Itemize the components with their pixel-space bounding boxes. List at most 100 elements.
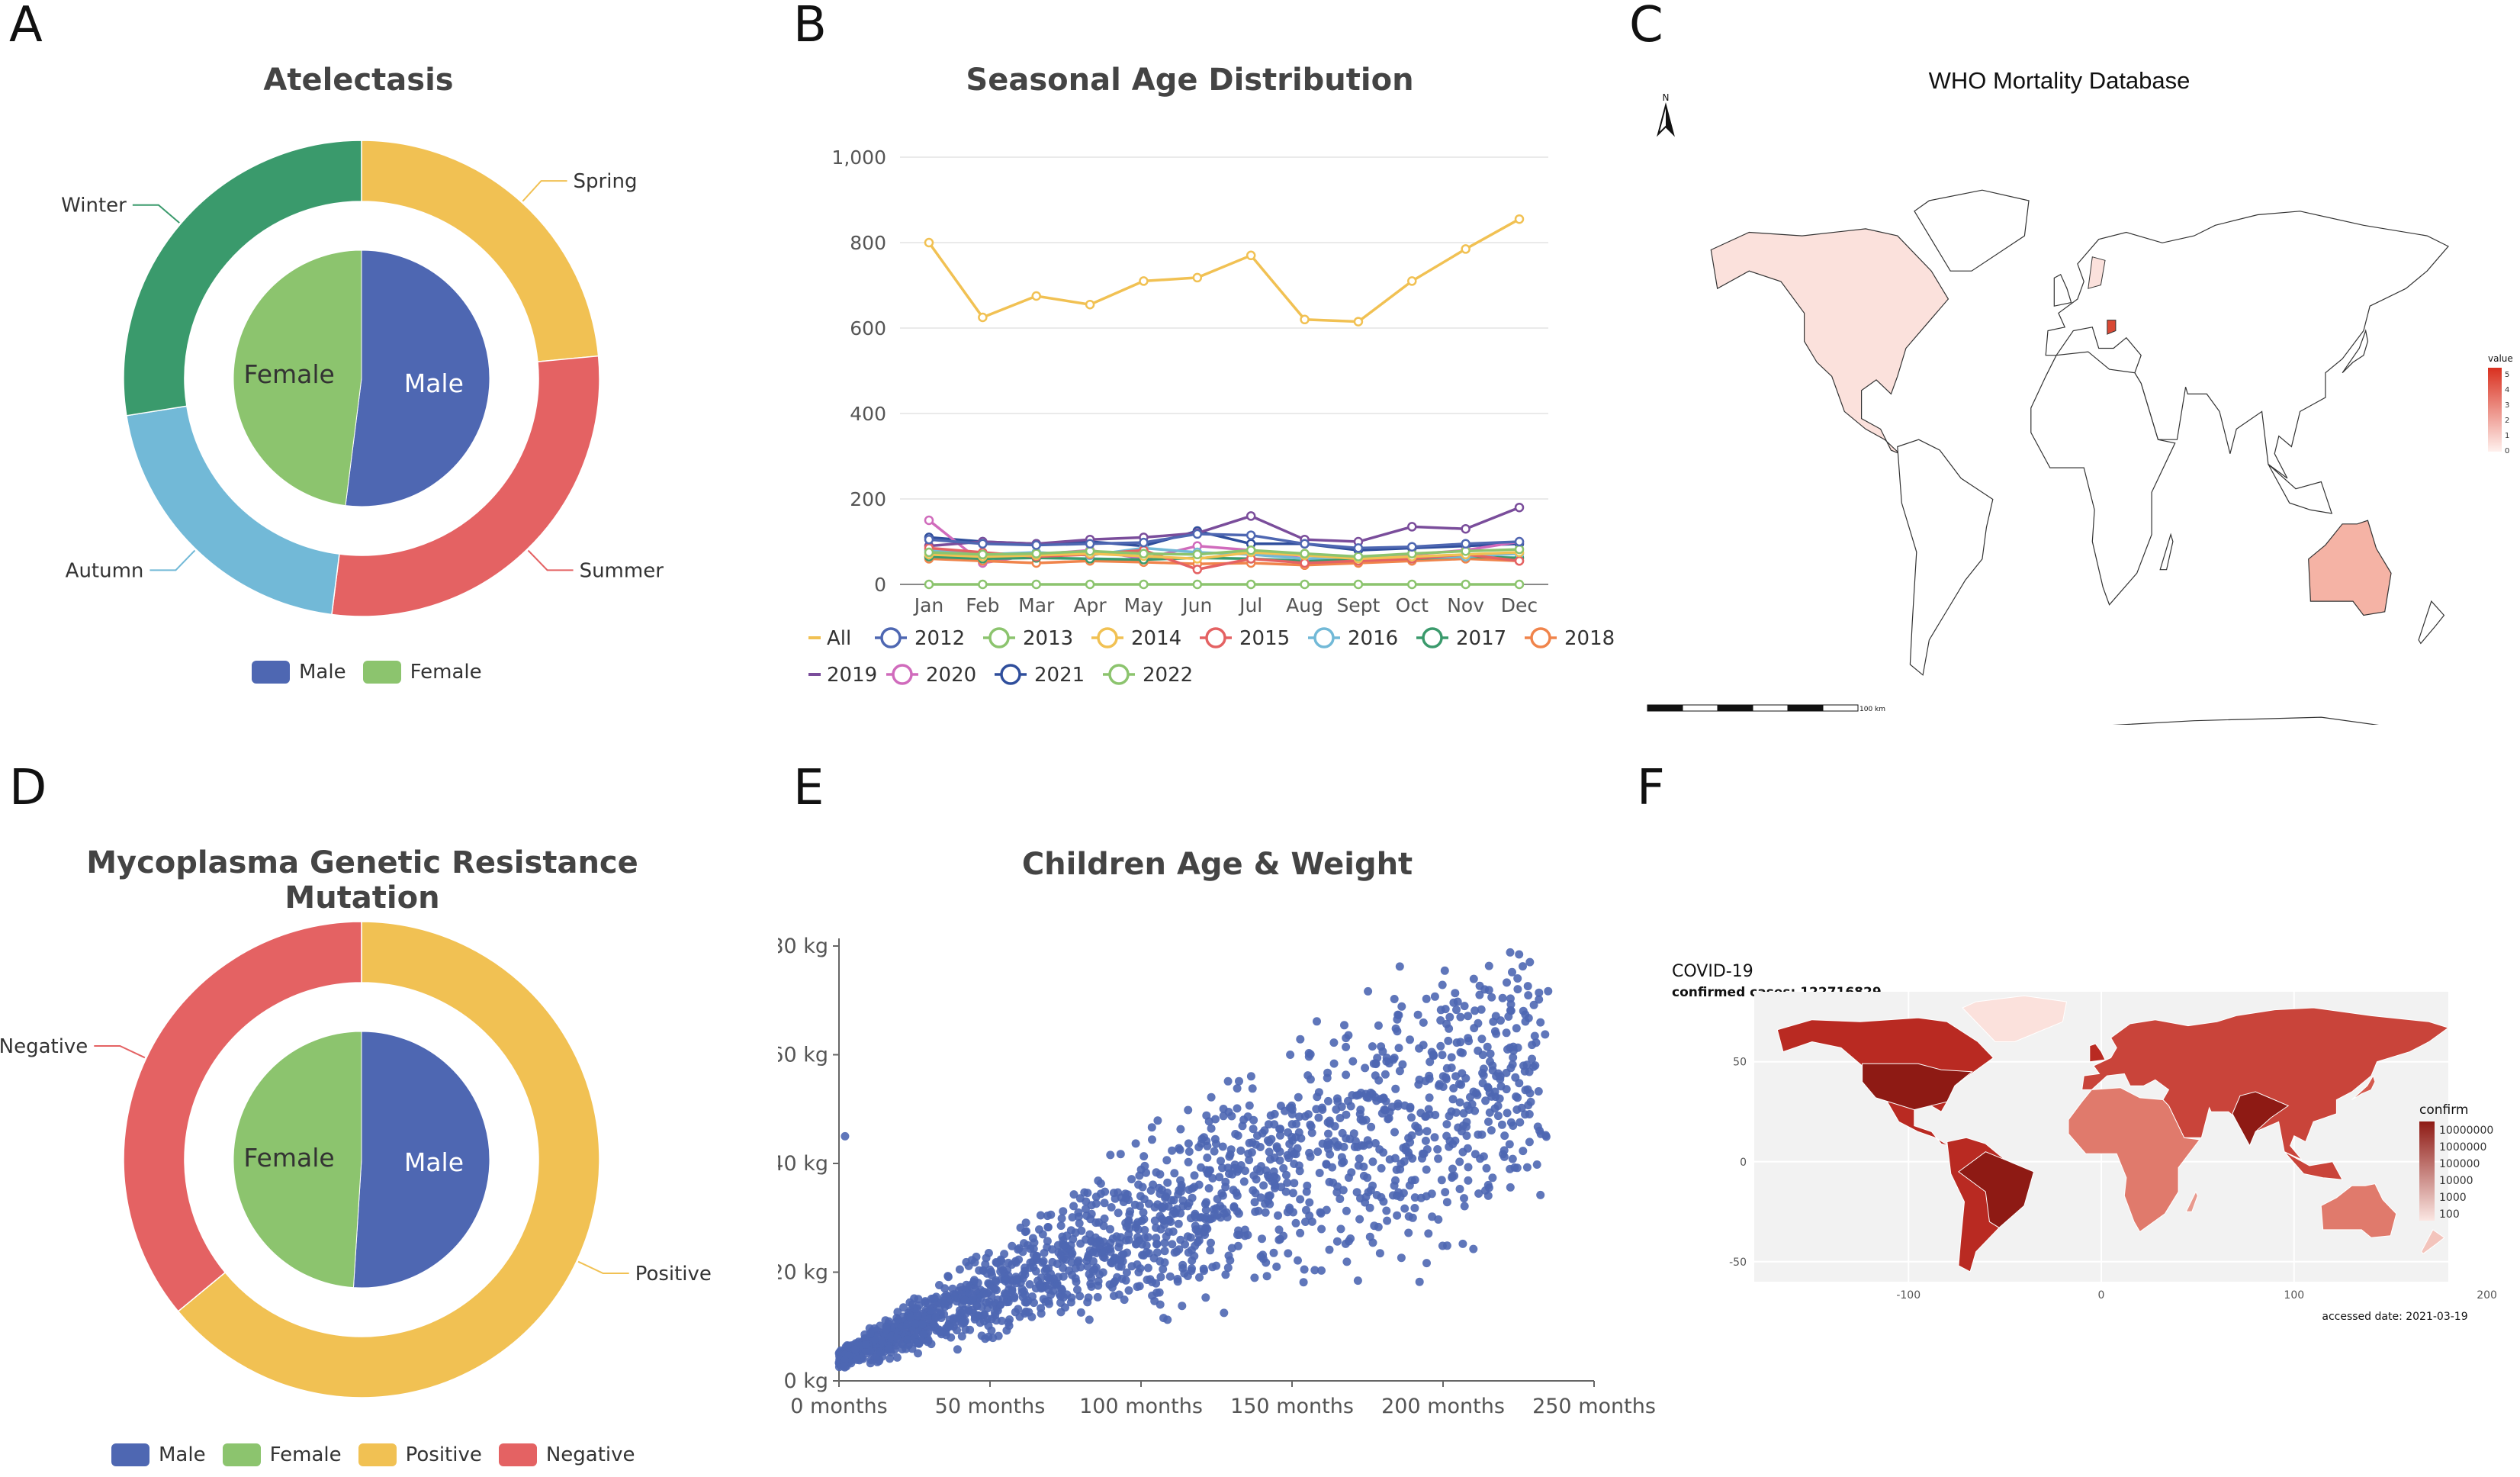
scatter-point: [970, 1258, 979, 1267]
scatter-point: [1073, 1286, 1082, 1294]
scatter-point: [1294, 1092, 1303, 1102]
scatter-point: [1173, 1275, 1182, 1283]
scatter-point: [1174, 1219, 1183, 1228]
series-point: [1300, 579, 1310, 590]
scatter-point: [1160, 1238, 1169, 1247]
series-point: [1514, 579, 1525, 590]
outer-label-line: [527, 549, 574, 571]
scale-bar-segment: [1682, 704, 1718, 712]
scatter-point: [1086, 1279, 1095, 1289]
legend-colorbar: [2419, 1121, 2435, 1221]
scatter-point: [1297, 1134, 1306, 1143]
scatter-point: [1269, 1248, 1278, 1257]
scatter-point: [1359, 1162, 1368, 1171]
scatter-point: [1442, 1073, 1451, 1082]
outer-slice-summer: [331, 355, 600, 617]
scatter-point: [1361, 1064, 1370, 1073]
scatter-point: [1026, 1263, 1035, 1273]
scatter-point: [940, 1292, 949, 1302]
scatter-point: [1087, 1201, 1096, 1210]
scatter-point: [1448, 1164, 1457, 1173]
legend-tick: 1: [2505, 432, 2509, 440]
scatter-point: [1212, 1139, 1220, 1148]
scatter-point: [1228, 1170, 1237, 1179]
series-point: [1514, 544, 1525, 555]
scatter-point: [1226, 1256, 1235, 1265]
scatter-point: [1487, 993, 1496, 1002]
y-tick-label: 400: [850, 403, 886, 425]
scatter-point: [1434, 1215, 1443, 1224]
scatter-point: [969, 1276, 979, 1285]
scatter-point: [1069, 1202, 1078, 1211]
x-tick-label: Jan: [913, 594, 944, 616]
scatter-point: [1083, 1189, 1092, 1198]
scatter-point: [1178, 1202, 1188, 1211]
scatter-point: [969, 1293, 978, 1302]
scatter-point: [908, 1300, 917, 1309]
scatter-point: [1153, 1116, 1162, 1125]
series-point: [1407, 276, 1417, 286]
scatter-point: [1190, 1171, 1199, 1180]
x-tick-label: Feb: [966, 594, 999, 616]
scatter-point: [1286, 1051, 1295, 1059]
scatter-point: [906, 1313, 915, 1322]
scatter-point: [1235, 1231, 1244, 1239]
outer-slice-spring: [361, 140, 599, 362]
scatter-point: [1422, 1165, 1431, 1174]
inner-slice-male: [352, 1031, 490, 1289]
scatter-point: [1076, 1308, 1085, 1317]
scatter-point: [1213, 1211, 1222, 1220]
scatter-point: [1294, 1256, 1302, 1265]
scatter-point: [1259, 1181, 1268, 1190]
scatter-point: [1184, 1139, 1193, 1148]
scatter-point: [1300, 1112, 1310, 1121]
scatter-point: [1304, 1049, 1313, 1057]
scatter-point: [892, 1334, 902, 1343]
legend-tick: 1000: [2439, 1192, 2467, 1204]
legend-tick: 4: [2505, 386, 2509, 394]
scatter-point: [1391, 1084, 1400, 1093]
scatter-point: [1410, 1204, 1419, 1212]
scatter-point: [1021, 1218, 1030, 1228]
legend-tick: 2: [2505, 417, 2509, 425]
scatter-point: [882, 1325, 891, 1334]
series-point: [1353, 579, 1364, 590]
landmass-japan: [2351, 1074, 2376, 1100]
x-tick-label: 200 months: [1381, 1395, 1505, 1418]
scatter-point: [1001, 1290, 1011, 1299]
scatter-point: [1541, 1030, 1550, 1039]
legend-item-2015: 2015: [1239, 627, 1290, 650]
scatter-point: [1255, 1166, 1265, 1176]
scatter-point: [1207, 1124, 1216, 1133]
scatter-point: [1107, 1283, 1117, 1292]
scatter-point: [1481, 1096, 1490, 1105]
series-point: [1139, 549, 1149, 558]
scatter-point: [1191, 1209, 1200, 1218]
series-line-2012: [928, 533, 1520, 550]
scatter-point: [1424, 1229, 1433, 1238]
scatter-point: [1390, 995, 1399, 1003]
scatter-point: [1048, 1257, 1057, 1266]
scatter-point: [1471, 1006, 1480, 1015]
scatter-point: [1374, 1021, 1383, 1030]
x-tick-label: 0 months: [790, 1395, 887, 1418]
outer-slice-negative: [123, 921, 362, 1312]
scatter-point: [1197, 1134, 1207, 1144]
scatter-point: [1422, 1112, 1431, 1121]
scatter-point: [1493, 1102, 1503, 1111]
scatter-point: [1176, 1187, 1185, 1196]
landmass-northamerica: [1710, 228, 1949, 455]
scatter-point: [892, 1353, 902, 1362]
outer-slice-label: Positive: [635, 1263, 712, 1286]
scatter-point: [1503, 1109, 1512, 1118]
scatter-point: [1285, 1205, 1294, 1214]
scatter-point: [1329, 1059, 1339, 1068]
scatter-point: [1332, 1094, 1342, 1103]
scatter-point: [1519, 1147, 1528, 1156]
scatter-point: [997, 1316, 1006, 1325]
scatter-point: [1425, 1093, 1434, 1102]
scatter-point: [1109, 1189, 1118, 1198]
scatter-point: [884, 1344, 893, 1353]
scatter-point: [1375, 1249, 1384, 1258]
scatter-point: [1344, 1031, 1353, 1040]
